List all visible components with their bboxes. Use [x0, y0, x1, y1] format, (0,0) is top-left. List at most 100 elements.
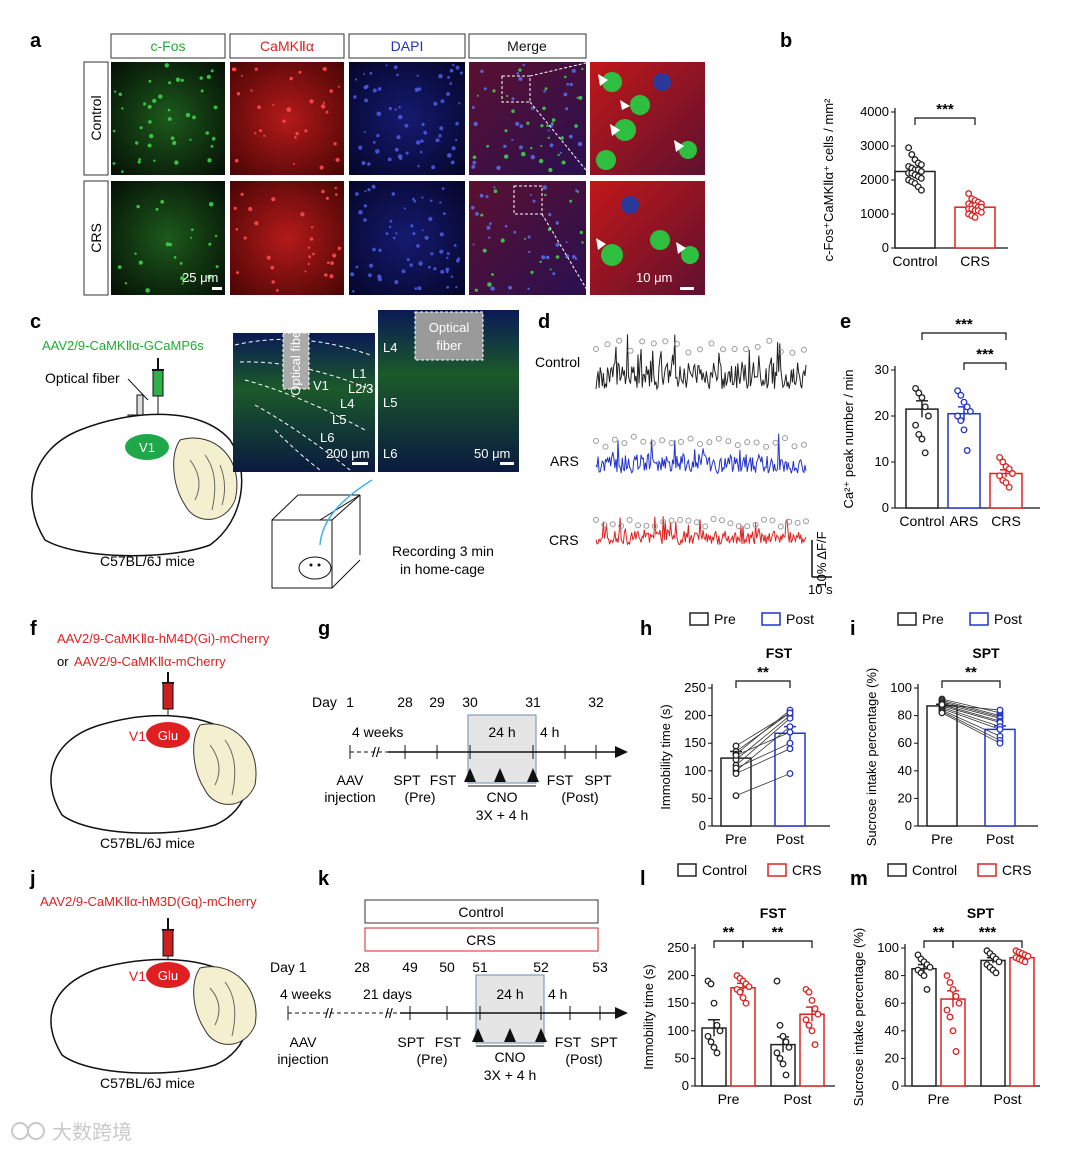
cell-speckle [124, 282, 128, 285]
peak-marker [639, 338, 646, 345]
y-axis-label: Ca²⁺ peak number / min [841, 369, 856, 508]
cell-speckle [235, 228, 239, 231]
cell-speckle [451, 146, 456, 151]
cell-speckle [493, 189, 498, 193]
data-point [946, 979, 954, 986]
cell-speckle [173, 256, 177, 259]
trace-crs [595, 516, 807, 546]
data-point [710, 1043, 718, 1051]
bar-pre [926, 705, 958, 827]
cell-speckle [574, 124, 578, 128]
y-tick-label: 40 [898, 763, 912, 778]
chart-title: FST [760, 905, 787, 921]
cell-speckle [566, 82, 570, 86]
peak-marker [800, 441, 807, 448]
panel-letter-g: g [318, 618, 330, 640]
peak-marker [744, 439, 751, 446]
data-point [732, 742, 740, 750]
y-tick-label: 0 [882, 240, 889, 255]
cell-speckle [358, 145, 363, 150]
cell-speckle [170, 136, 175, 140]
window-24h: 24 h [488, 724, 515, 740]
cell-speckle [392, 236, 396, 240]
peak-marker [752, 521, 759, 528]
cell-speckle [210, 145, 214, 148]
data-point [917, 161, 925, 169]
cell-speckle [564, 75, 567, 79]
cell-speckle [377, 277, 382, 282]
data-point [716, 1027, 724, 1035]
cell-speckle [410, 224, 414, 228]
data-point [707, 1038, 715, 1046]
cell-speckle [559, 151, 563, 154]
data-point [912, 384, 920, 392]
cell-speckle [571, 68, 576, 73]
cell-speckle [368, 273, 372, 278]
data-point [996, 706, 1004, 714]
sig-bracket [923, 940, 954, 948]
cell-speckle [319, 165, 324, 170]
cell-speckle [160, 200, 165, 204]
cell-speckle [547, 129, 550, 132]
cell-speckle [243, 236, 247, 240]
cell-speckle [438, 74, 443, 79]
mouse-icon [298, 556, 332, 580]
cell-speckle [310, 226, 314, 229]
paired-line [941, 701, 1001, 718]
cell-speckle [367, 188, 371, 192]
x-tick-label: Post [993, 1091, 1021, 1107]
v1-label: V1 [139, 440, 155, 455]
cell-speckle [439, 232, 444, 237]
cell-speckle [530, 154, 535, 160]
peak-marker [635, 522, 641, 529]
y-axis-label: Immobility time (s) [641, 964, 656, 1069]
cell-speckle [398, 106, 401, 109]
data-point [773, 977, 781, 985]
data-point [952, 992, 960, 1000]
break-mark: // [325, 1005, 333, 1021]
data-point [707, 980, 715, 988]
cell-speckle [329, 274, 334, 279]
data-point [917, 174, 925, 182]
data-point [786, 728, 794, 736]
data-point [957, 417, 965, 425]
data-point [713, 1021, 721, 1029]
cell-speckle [418, 261, 423, 266]
cell-speckle [435, 138, 440, 143]
event-spt-pre: SPT [397, 1034, 425, 1050]
cno-arrow-icon [464, 768, 476, 782]
peak-marker [789, 349, 796, 356]
cell-speckle [330, 261, 334, 265]
zoom-box-crs [513, 185, 543, 215]
legend-swatch [887, 863, 907, 877]
data-point [971, 213, 979, 221]
cell-speckle [578, 95, 583, 100]
data-point [1008, 470, 1016, 477]
cell-speckle [561, 160, 566, 165]
peak-marker [602, 443, 609, 450]
group-crs-label: CRS [466, 932, 496, 948]
bar-pre-crs [940, 998, 966, 1087]
cell-speckle [369, 72, 373, 75]
data-point [1021, 958, 1029, 966]
cell-speckle [118, 92, 123, 97]
cell-speckle [282, 119, 286, 123]
cfos-cell [630, 95, 650, 115]
cell-speckle [304, 129, 308, 133]
cell-speckle [377, 87, 382, 91]
peak-marker [659, 437, 666, 444]
y-tick-label: 80 [885, 968, 899, 983]
data-point [923, 985, 931, 993]
peak-marker [803, 518, 809, 525]
weeks-label: 4 weeks [280, 986, 331, 1002]
cell-speckle [471, 165, 476, 169]
header-box-camk [229, 33, 345, 59]
cage-edge [331, 494, 361, 521]
data-point [938, 701, 946, 709]
days21-label: 21 days [363, 986, 412, 1002]
panel-letter-i: i [850, 618, 856, 640]
data-point [949, 985, 957, 993]
peak-marker [593, 516, 599, 523]
cell-speckle [527, 235, 531, 239]
bar-post-control [980, 959, 1006, 1087]
